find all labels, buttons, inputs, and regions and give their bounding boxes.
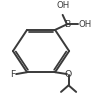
Text: F: F [10, 70, 15, 79]
Text: OH: OH [56, 1, 69, 10]
Text: O: O [65, 70, 72, 79]
Text: B: B [64, 20, 70, 29]
Text: OH: OH [79, 20, 92, 29]
